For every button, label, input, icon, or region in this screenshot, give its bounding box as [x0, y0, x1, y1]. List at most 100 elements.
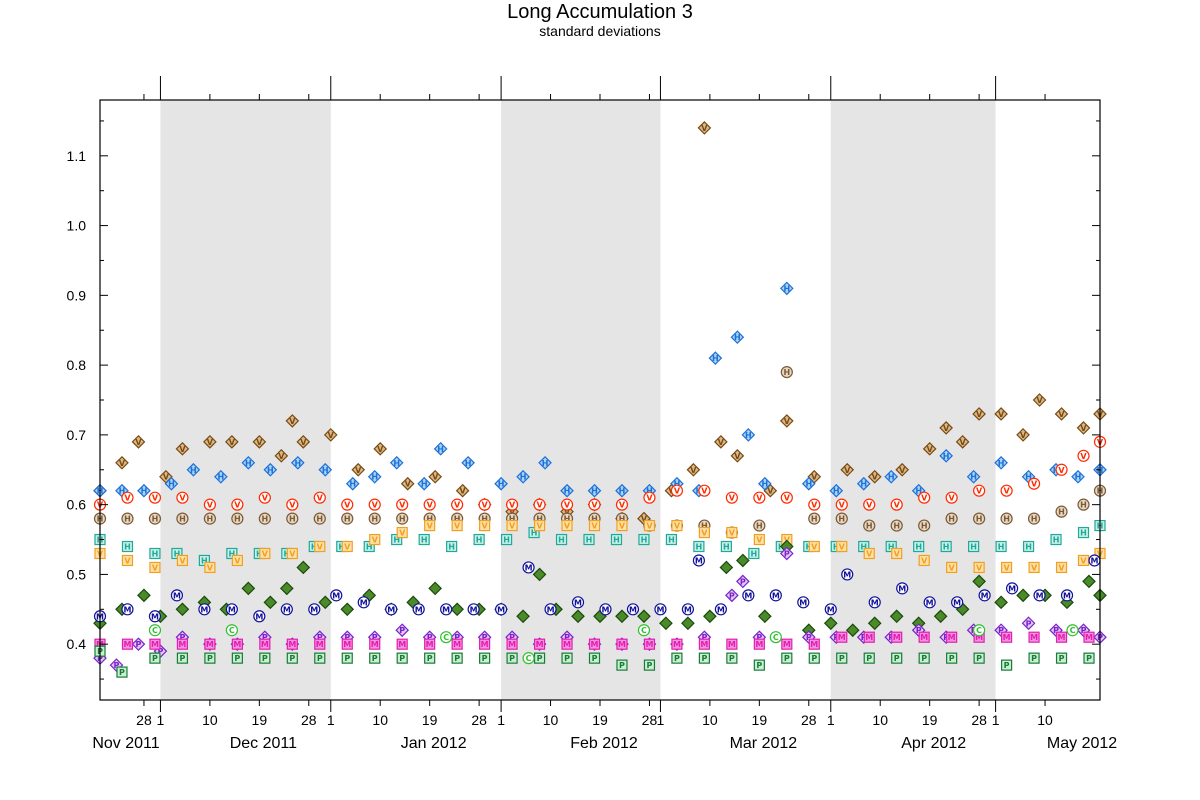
marker-diamond: [741, 428, 756, 442]
marker-square: [314, 652, 326, 664]
data-point: H: [708, 351, 723, 365]
marker-letter: H: [860, 480, 867, 489]
marker-letter: V: [482, 522, 489, 531]
data-point: H: [720, 540, 732, 553]
marker-letter: V: [509, 522, 516, 531]
marker-circle: [945, 491, 958, 504]
marker-circle: [808, 498, 821, 511]
x-tick-label: 28: [971, 712, 987, 728]
marker-circle: [1077, 498, 1090, 511]
marker-letter: M: [618, 640, 626, 649]
marker-diamond: [279, 581, 294, 596]
marker-letter: V: [811, 543, 818, 552]
data-point: P: [533, 652, 546, 664]
marker-circle: [533, 498, 546, 511]
x-tick-label: 10: [1037, 712, 1053, 728]
data-point: P: [725, 588, 739, 603]
data-point: V: [561, 519, 573, 532]
data-point: V: [451, 498, 464, 511]
marker-letter: V: [328, 431, 335, 440]
x-tick-label: 10: [202, 712, 218, 728]
data-point: P: [1083, 652, 1095, 664]
marker-diamond: [395, 623, 410, 638]
data-point: H: [203, 512, 216, 525]
marker-letter: H: [174, 549, 181, 558]
data-point: M: [148, 610, 162, 623]
data-point: [703, 609, 717, 624]
marker-letter: V: [432, 473, 439, 482]
marker-letter: H: [503, 536, 510, 545]
data-point: M: [412, 603, 425, 616]
data-point: M: [259, 638, 271, 650]
marker-letter: V: [289, 549, 296, 558]
marker-circle: [341, 498, 354, 511]
marker-circle: [918, 519, 931, 532]
marker-circle: [599, 603, 612, 616]
marker-letter: V: [355, 466, 362, 475]
marker-square: [231, 652, 243, 664]
marker-letter: P: [1004, 661, 1010, 670]
marker-diamond: [433, 441, 448, 456]
marker-letter: M: [508, 640, 516, 649]
data-point: V: [285, 414, 300, 428]
marker-diamond: [686, 462, 701, 477]
marker-letter: H: [970, 543, 977, 552]
marker-diamond: [131, 637, 146, 652]
data-point: V: [204, 561, 216, 574]
marker-letter: P: [152, 654, 158, 663]
marker-letter: M: [602, 605, 610, 614]
month-label: Jan 2012: [401, 735, 467, 752]
data-point: H: [500, 533, 513, 546]
marker-letter: H: [915, 487, 922, 496]
data-point: M: [808, 638, 820, 650]
marker-square: [1055, 561, 1068, 574]
marker-circle: [121, 491, 134, 504]
data-point: V: [994, 407, 1008, 421]
marker-letter: P: [674, 654, 680, 663]
data-point: M: [522, 561, 535, 574]
data-point: M: [588, 638, 601, 650]
data-point: H: [148, 512, 162, 525]
data-point: H: [389, 455, 404, 470]
marker-circle: [1027, 477, 1041, 490]
marker-letter: M: [772, 591, 780, 600]
data-point: C: [637, 624, 651, 637]
data-point: M: [1083, 631, 1095, 643]
data-point: M: [841, 568, 854, 581]
marker-square: [643, 638, 656, 650]
marker-letter: P: [998, 626, 1004, 635]
marker-letter: H: [371, 473, 378, 482]
x-tick-label: 1: [327, 712, 335, 728]
marker-square: [286, 638, 298, 650]
marker-square: [555, 533, 568, 546]
marker-letter: V: [372, 536, 379, 545]
marker-letter: V: [152, 563, 159, 572]
data-point: [279, 581, 294, 596]
marker-letter: M: [398, 640, 406, 649]
marker-circle: [654, 603, 667, 616]
marker-square: [698, 652, 710, 664]
data-point: M: [643, 638, 656, 650]
marker-square: [808, 540, 820, 553]
marker-circle: [176, 512, 189, 525]
marker-diamond: [131, 435, 146, 449]
marker-letter: M: [920, 633, 928, 642]
data-point: M: [698, 638, 710, 650]
marker-diamond: [560, 483, 574, 498]
marker-letter: M: [926, 598, 934, 607]
data-point: M: [714, 603, 727, 616]
data-point: [516, 609, 530, 624]
marker-circle: [544, 603, 557, 616]
marker-letter: V: [536, 501, 543, 510]
marker-letter: M: [316, 640, 324, 649]
marker-letter: V: [1058, 563, 1065, 572]
marker-letter: P: [372, 633, 378, 642]
marker-diamond: [966, 469, 981, 484]
data-point: V: [1016, 428, 1030, 442]
data-point: H: [945, 512, 958, 525]
marker-letter: V: [866, 501, 873, 510]
data-point: [637, 609, 651, 624]
marker-circle: [863, 498, 876, 511]
marker-letter: M: [810, 640, 818, 649]
marker-diamond: [779, 414, 794, 428]
